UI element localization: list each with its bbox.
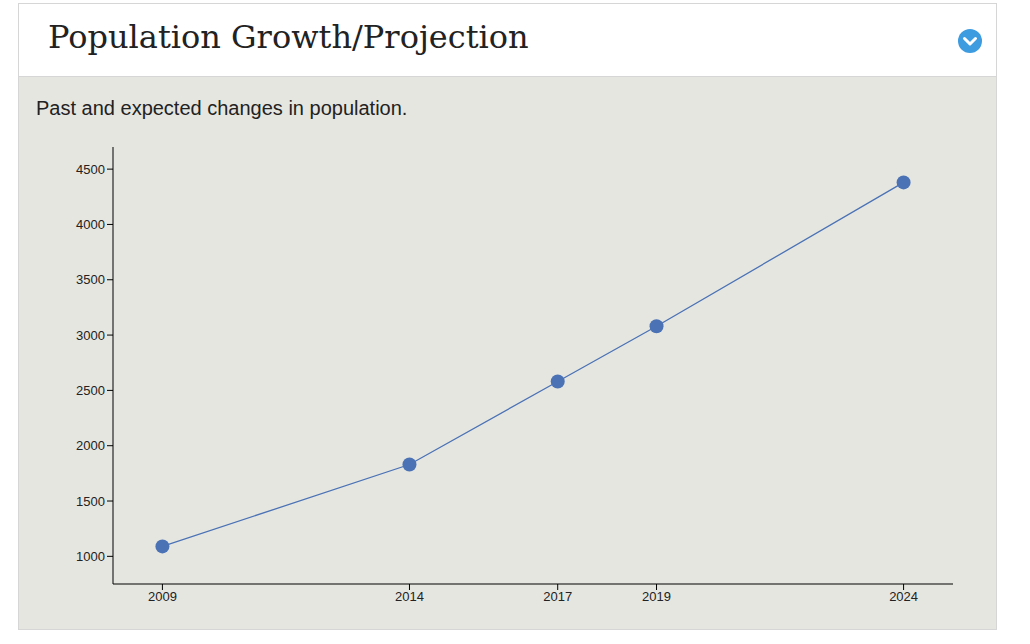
svg-text:2017: 2017: [543, 589, 572, 604]
svg-text:3000: 3000: [76, 328, 105, 343]
svg-text:3500: 3500: [76, 272, 105, 287]
svg-text:1000: 1000: [76, 549, 105, 564]
svg-text:2009: 2009: [148, 589, 177, 604]
svg-text:4000: 4000: [76, 217, 105, 232]
svg-text:4500: 4500: [76, 162, 105, 177]
svg-text:2019: 2019: [642, 589, 671, 604]
svg-text:1500: 1500: [76, 494, 105, 509]
svg-text:2014: 2014: [395, 589, 424, 604]
svg-text:2000: 2000: [76, 438, 105, 453]
svg-text:2500: 2500: [76, 383, 105, 398]
svg-text:2024: 2024: [889, 589, 918, 604]
html-text:Past and expected changes in p: Past and expected changes in population.: [36, 97, 408, 119]
html-text:Population Growth/Projection: Population Growth/Projection: [48, 18, 529, 56]
